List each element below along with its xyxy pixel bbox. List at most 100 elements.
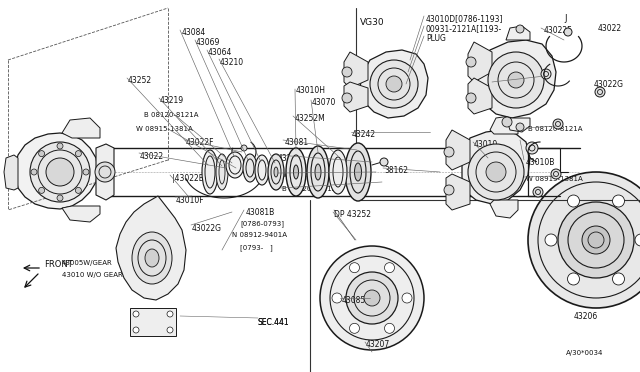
Text: 43252: 43252 <box>128 76 152 85</box>
Text: W 08915-1381A: W 08915-1381A <box>526 176 583 182</box>
Circle shape <box>545 234 557 246</box>
Circle shape <box>38 151 45 157</box>
Text: 43010 W/O GEAR: 43010 W/O GEAR <box>62 272 123 278</box>
Circle shape <box>564 28 572 36</box>
Text: 43219: 43219 <box>160 96 184 105</box>
Circle shape <box>380 158 388 166</box>
Circle shape <box>466 57 476 67</box>
Text: DP 43252: DP 43252 <box>334 210 371 219</box>
Circle shape <box>533 187 543 197</box>
Circle shape <box>444 147 454 157</box>
Circle shape <box>444 185 454 195</box>
Polygon shape <box>96 144 114 200</box>
Text: 43085: 43085 <box>342 296 366 305</box>
Circle shape <box>402 293 412 303</box>
Circle shape <box>541 69 551 79</box>
Text: W 08915-1381A: W 08915-1381A <box>280 172 337 178</box>
Text: 43210: 43210 <box>220 58 244 67</box>
Ellipse shape <box>329 150 347 194</box>
Text: J: J <box>564 14 566 23</box>
Text: 43010: 43010 <box>474 140 499 149</box>
Ellipse shape <box>202 150 218 194</box>
Polygon shape <box>468 42 492 82</box>
Circle shape <box>595 87 605 97</box>
Polygon shape <box>344 82 368 112</box>
Polygon shape <box>446 174 470 210</box>
Polygon shape <box>344 52 368 88</box>
Text: 43242: 43242 <box>352 130 376 139</box>
Text: 43022: 43022 <box>598 24 622 33</box>
Text: B 08120-8121A: B 08120-8121A <box>144 112 198 118</box>
Text: B 08120-8121A: B 08120-8121A <box>528 126 582 132</box>
Polygon shape <box>462 130 530 204</box>
Circle shape <box>31 169 37 175</box>
Text: 43022G: 43022G <box>192 224 222 233</box>
Circle shape <box>612 195 625 207</box>
Circle shape <box>342 93 352 103</box>
Text: 43022F: 43022F <box>544 26 573 35</box>
Circle shape <box>320 246 424 350</box>
Circle shape <box>385 323 394 333</box>
Text: 43069: 43069 <box>196 38 220 47</box>
Text: 43081: 43081 <box>285 138 309 147</box>
Circle shape <box>568 273 579 285</box>
Text: N 08912-9401A: N 08912-9401A <box>232 232 287 238</box>
Circle shape <box>57 143 63 149</box>
Text: 43207: 43207 <box>366 340 390 349</box>
Text: 43010F: 43010F <box>494 80 523 89</box>
Text: 43010D[0786-1193]: 43010D[0786-1193] <box>426 14 504 23</box>
Circle shape <box>76 151 81 157</box>
Circle shape <box>528 172 640 308</box>
Circle shape <box>516 123 524 131</box>
Bar <box>130 308 176 336</box>
Ellipse shape <box>355 163 362 181</box>
Polygon shape <box>490 116 518 134</box>
Ellipse shape <box>226 152 244 178</box>
Text: 43022: 43022 <box>140 152 164 161</box>
Circle shape <box>553 119 563 129</box>
Text: SEC.441: SEC.441 <box>258 318 290 327</box>
Circle shape <box>516 25 524 33</box>
Polygon shape <box>478 40 556 118</box>
Ellipse shape <box>255 155 269 185</box>
Polygon shape <box>490 200 518 218</box>
Circle shape <box>83 169 89 175</box>
Circle shape <box>133 311 139 317</box>
Polygon shape <box>116 196 186 300</box>
Text: 43081B: 43081B <box>246 208 275 217</box>
Polygon shape <box>4 155 18 190</box>
Text: A/30*0034: A/30*0034 <box>566 350 604 356</box>
Text: [0786-0793]: [0786-0793] <box>240 220 284 227</box>
Polygon shape <box>446 130 470 170</box>
Text: 43022G: 43022G <box>594 80 624 89</box>
Circle shape <box>332 293 342 303</box>
Circle shape <box>551 169 561 179</box>
Circle shape <box>364 290 380 306</box>
Circle shape <box>38 187 45 193</box>
Ellipse shape <box>307 146 329 198</box>
Ellipse shape <box>274 167 278 177</box>
Ellipse shape <box>315 164 321 180</box>
Text: B 08120-8121A: B 08120-8121A <box>282 186 337 192</box>
Circle shape <box>76 187 81 193</box>
Circle shape <box>386 76 402 92</box>
Circle shape <box>30 142 90 202</box>
Text: 43252M: 43252M <box>295 114 326 123</box>
Circle shape <box>526 142 538 154</box>
Circle shape <box>133 327 139 333</box>
Text: PLUG: PLUG <box>426 34 446 43</box>
Ellipse shape <box>216 154 228 190</box>
Text: 43005W/GEAR: 43005W/GEAR <box>62 260 113 266</box>
Text: |43022E: |43022E <box>172 174 204 183</box>
Circle shape <box>346 272 398 324</box>
Circle shape <box>486 162 506 182</box>
Polygon shape <box>14 133 98 209</box>
Circle shape <box>582 226 610 254</box>
Circle shape <box>349 263 360 273</box>
Circle shape <box>508 72 524 88</box>
Text: FRONT: FRONT <box>44 260 73 269</box>
Text: VG30: VG30 <box>360 18 385 27</box>
Circle shape <box>46 158 74 186</box>
Text: 38162: 38162 <box>384 166 408 175</box>
Text: 43084: 43084 <box>182 28 206 37</box>
